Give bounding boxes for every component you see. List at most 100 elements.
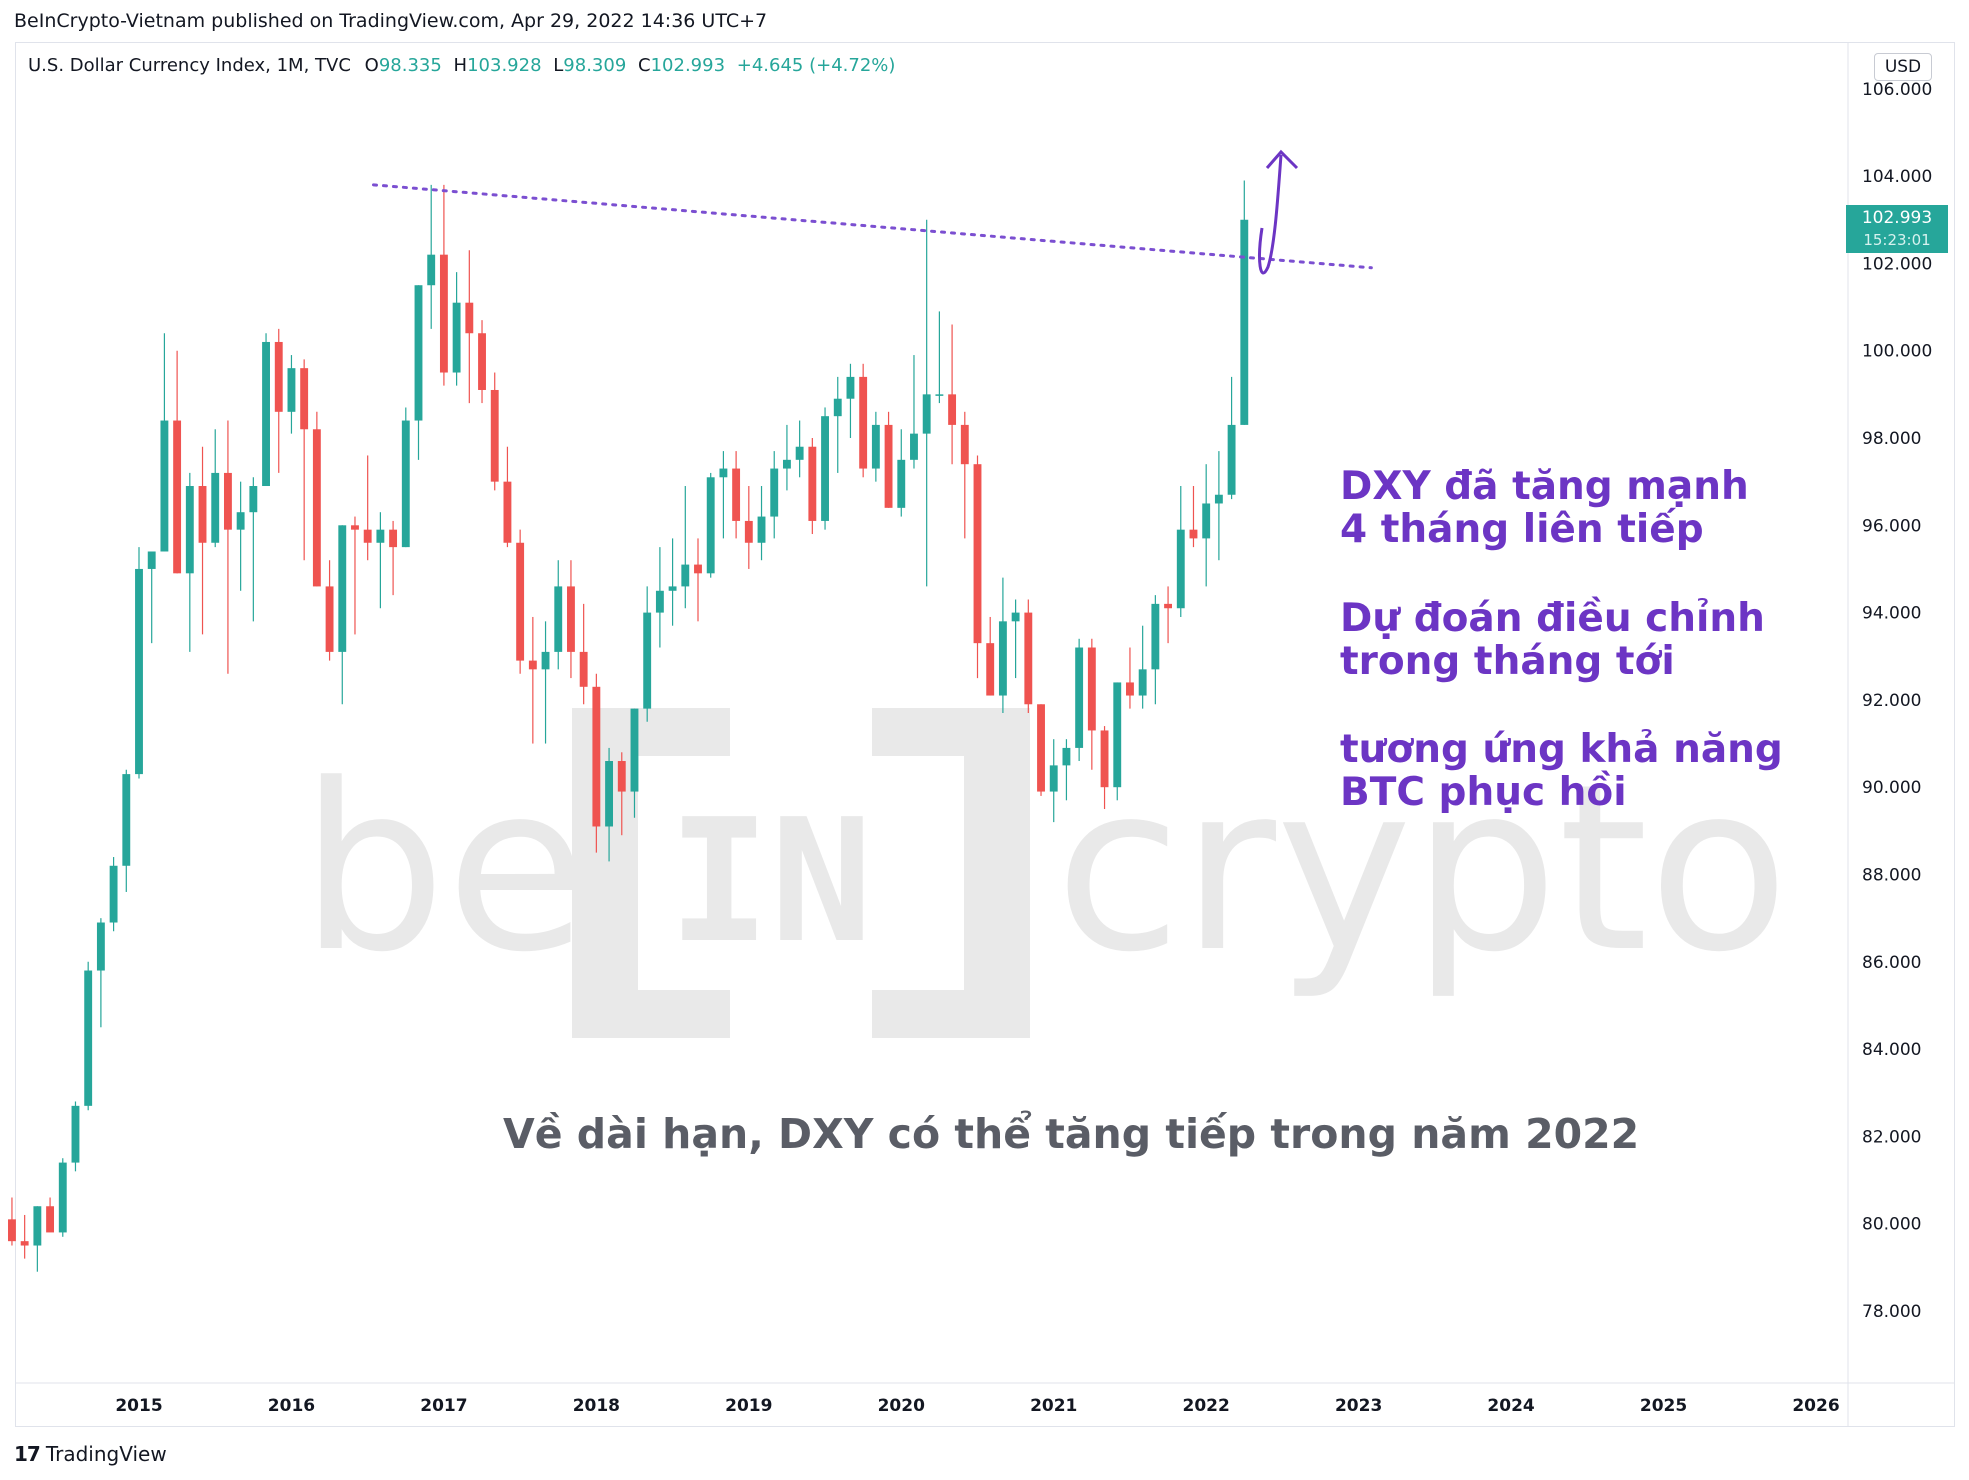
candle-body xyxy=(744,520,753,543)
legend-symbol[interactable]: U.S. Dollar Currency Index, 1M, TVC xyxy=(28,55,351,76)
candle-body xyxy=(617,761,626,792)
candle-body xyxy=(1100,730,1109,788)
candle-body xyxy=(439,254,448,373)
candle xyxy=(910,355,918,469)
candle xyxy=(1126,647,1134,709)
candle xyxy=(871,411,880,482)
candle xyxy=(185,472,194,652)
candle xyxy=(1202,464,1211,587)
candle xyxy=(846,363,855,438)
candle xyxy=(541,621,550,744)
time-tick-label: 2019 xyxy=(725,1396,772,1416)
price-tick-label: 100.000 xyxy=(1862,342,1932,362)
candle xyxy=(795,420,804,478)
candle-body xyxy=(960,424,969,465)
candle xyxy=(249,477,258,622)
candle xyxy=(1227,376,1236,500)
candle-body xyxy=(605,761,614,827)
candle-body xyxy=(1240,219,1249,425)
candle xyxy=(135,547,143,779)
price-tick-label: 106.000 xyxy=(1862,80,1932,100)
candle-body xyxy=(1113,682,1122,788)
candle-body xyxy=(668,586,677,591)
resistance-trendline[interactable] xyxy=(372,183,1373,270)
candle-body xyxy=(948,394,957,425)
price-tick-label: 90.000 xyxy=(1862,778,1921,798)
published-byline: BeInCrypto-Vietnam published on TradingV… xyxy=(14,10,768,32)
candle xyxy=(478,320,486,404)
candle-body xyxy=(249,486,258,513)
candle-body xyxy=(795,446,804,460)
candle xyxy=(414,285,423,460)
candle-body xyxy=(185,486,194,574)
price-tick-label: 96.000 xyxy=(1862,516,1921,536)
candle xyxy=(58,1158,67,1237)
candle xyxy=(643,586,652,722)
candle xyxy=(986,616,995,696)
candle xyxy=(147,551,156,644)
candle xyxy=(782,424,791,491)
candle-body xyxy=(554,586,563,652)
candle xyxy=(109,857,118,932)
time-tick-label: 2023 xyxy=(1335,1396,1382,1416)
candle xyxy=(681,486,690,609)
bottom-annotation: Về dài hạn, DXY có thể tăng tiếp trong n… xyxy=(503,1110,1640,1158)
candle-body xyxy=(338,525,347,652)
candle xyxy=(1049,739,1058,823)
tradingview-footer[interactable]: 17 TradingView xyxy=(14,1442,167,1466)
candle-body xyxy=(732,468,741,521)
annotation-line-2a: Dự đoán điều chỉnh xyxy=(1340,596,1765,641)
candle-body xyxy=(325,586,334,652)
candle-body xyxy=(1024,612,1033,705)
time-tick-label: 2016 xyxy=(268,1396,315,1416)
annotation-line-1a: DXY đã tăng mạnh xyxy=(1340,464,1749,509)
candle xyxy=(1164,586,1173,644)
candle xyxy=(1151,595,1160,705)
currency-badge[interactable]: USD xyxy=(1874,53,1932,81)
candle xyxy=(719,451,728,539)
last-price: 102.993 xyxy=(1861,208,1933,228)
annotation-line-1b: 4 tháng liên tiếp xyxy=(1340,507,1704,552)
candle-body xyxy=(376,529,385,543)
candle xyxy=(922,219,931,587)
candle xyxy=(1138,625,1147,709)
annotation-line-2b: trong tháng tới xyxy=(1340,639,1675,684)
candle-body xyxy=(1138,669,1147,696)
annotation-line-3a: tương ứng khả năng xyxy=(1340,727,1783,772)
legend-high-label: H xyxy=(453,55,468,76)
candle-body xyxy=(1227,424,1236,495)
candle-body xyxy=(236,512,245,530)
candle xyxy=(1024,599,1033,713)
symbol-legend: U.S. Dollar Currency Index, 1M, TVC O98.… xyxy=(28,55,895,76)
svg-text:IN: IN xyxy=(668,783,873,981)
candle xyxy=(71,1101,80,1172)
legend-open-label: O xyxy=(364,55,379,76)
candle xyxy=(770,451,779,539)
candle-body xyxy=(516,542,525,661)
candle-body xyxy=(96,922,105,971)
candle-body xyxy=(427,254,436,286)
candle-body xyxy=(452,302,461,373)
legend-close-label: C xyxy=(638,55,651,76)
candle-body xyxy=(681,564,690,587)
candle xyxy=(338,525,347,705)
candle-body xyxy=(579,651,588,687)
candle-body xyxy=(33,1206,42,1246)
candle-body xyxy=(541,651,550,670)
candle xyxy=(1176,486,1185,617)
candle-body xyxy=(147,551,156,569)
candle xyxy=(567,560,575,679)
beincrypto-watermark: be IN crypto xyxy=(300,708,1789,1038)
candle-body xyxy=(122,774,131,866)
candle xyxy=(579,603,588,705)
candle xyxy=(8,1197,16,1246)
candle xyxy=(1087,638,1096,770)
candle xyxy=(1075,638,1084,762)
candle-body xyxy=(1087,647,1096,731)
candles-layer xyxy=(8,180,1249,1272)
candle-body xyxy=(20,1241,29,1246)
candle-body xyxy=(846,376,855,399)
bounce-arrow-head xyxy=(1265,149,1299,170)
tradingview-brand: TradingView xyxy=(45,1442,167,1466)
